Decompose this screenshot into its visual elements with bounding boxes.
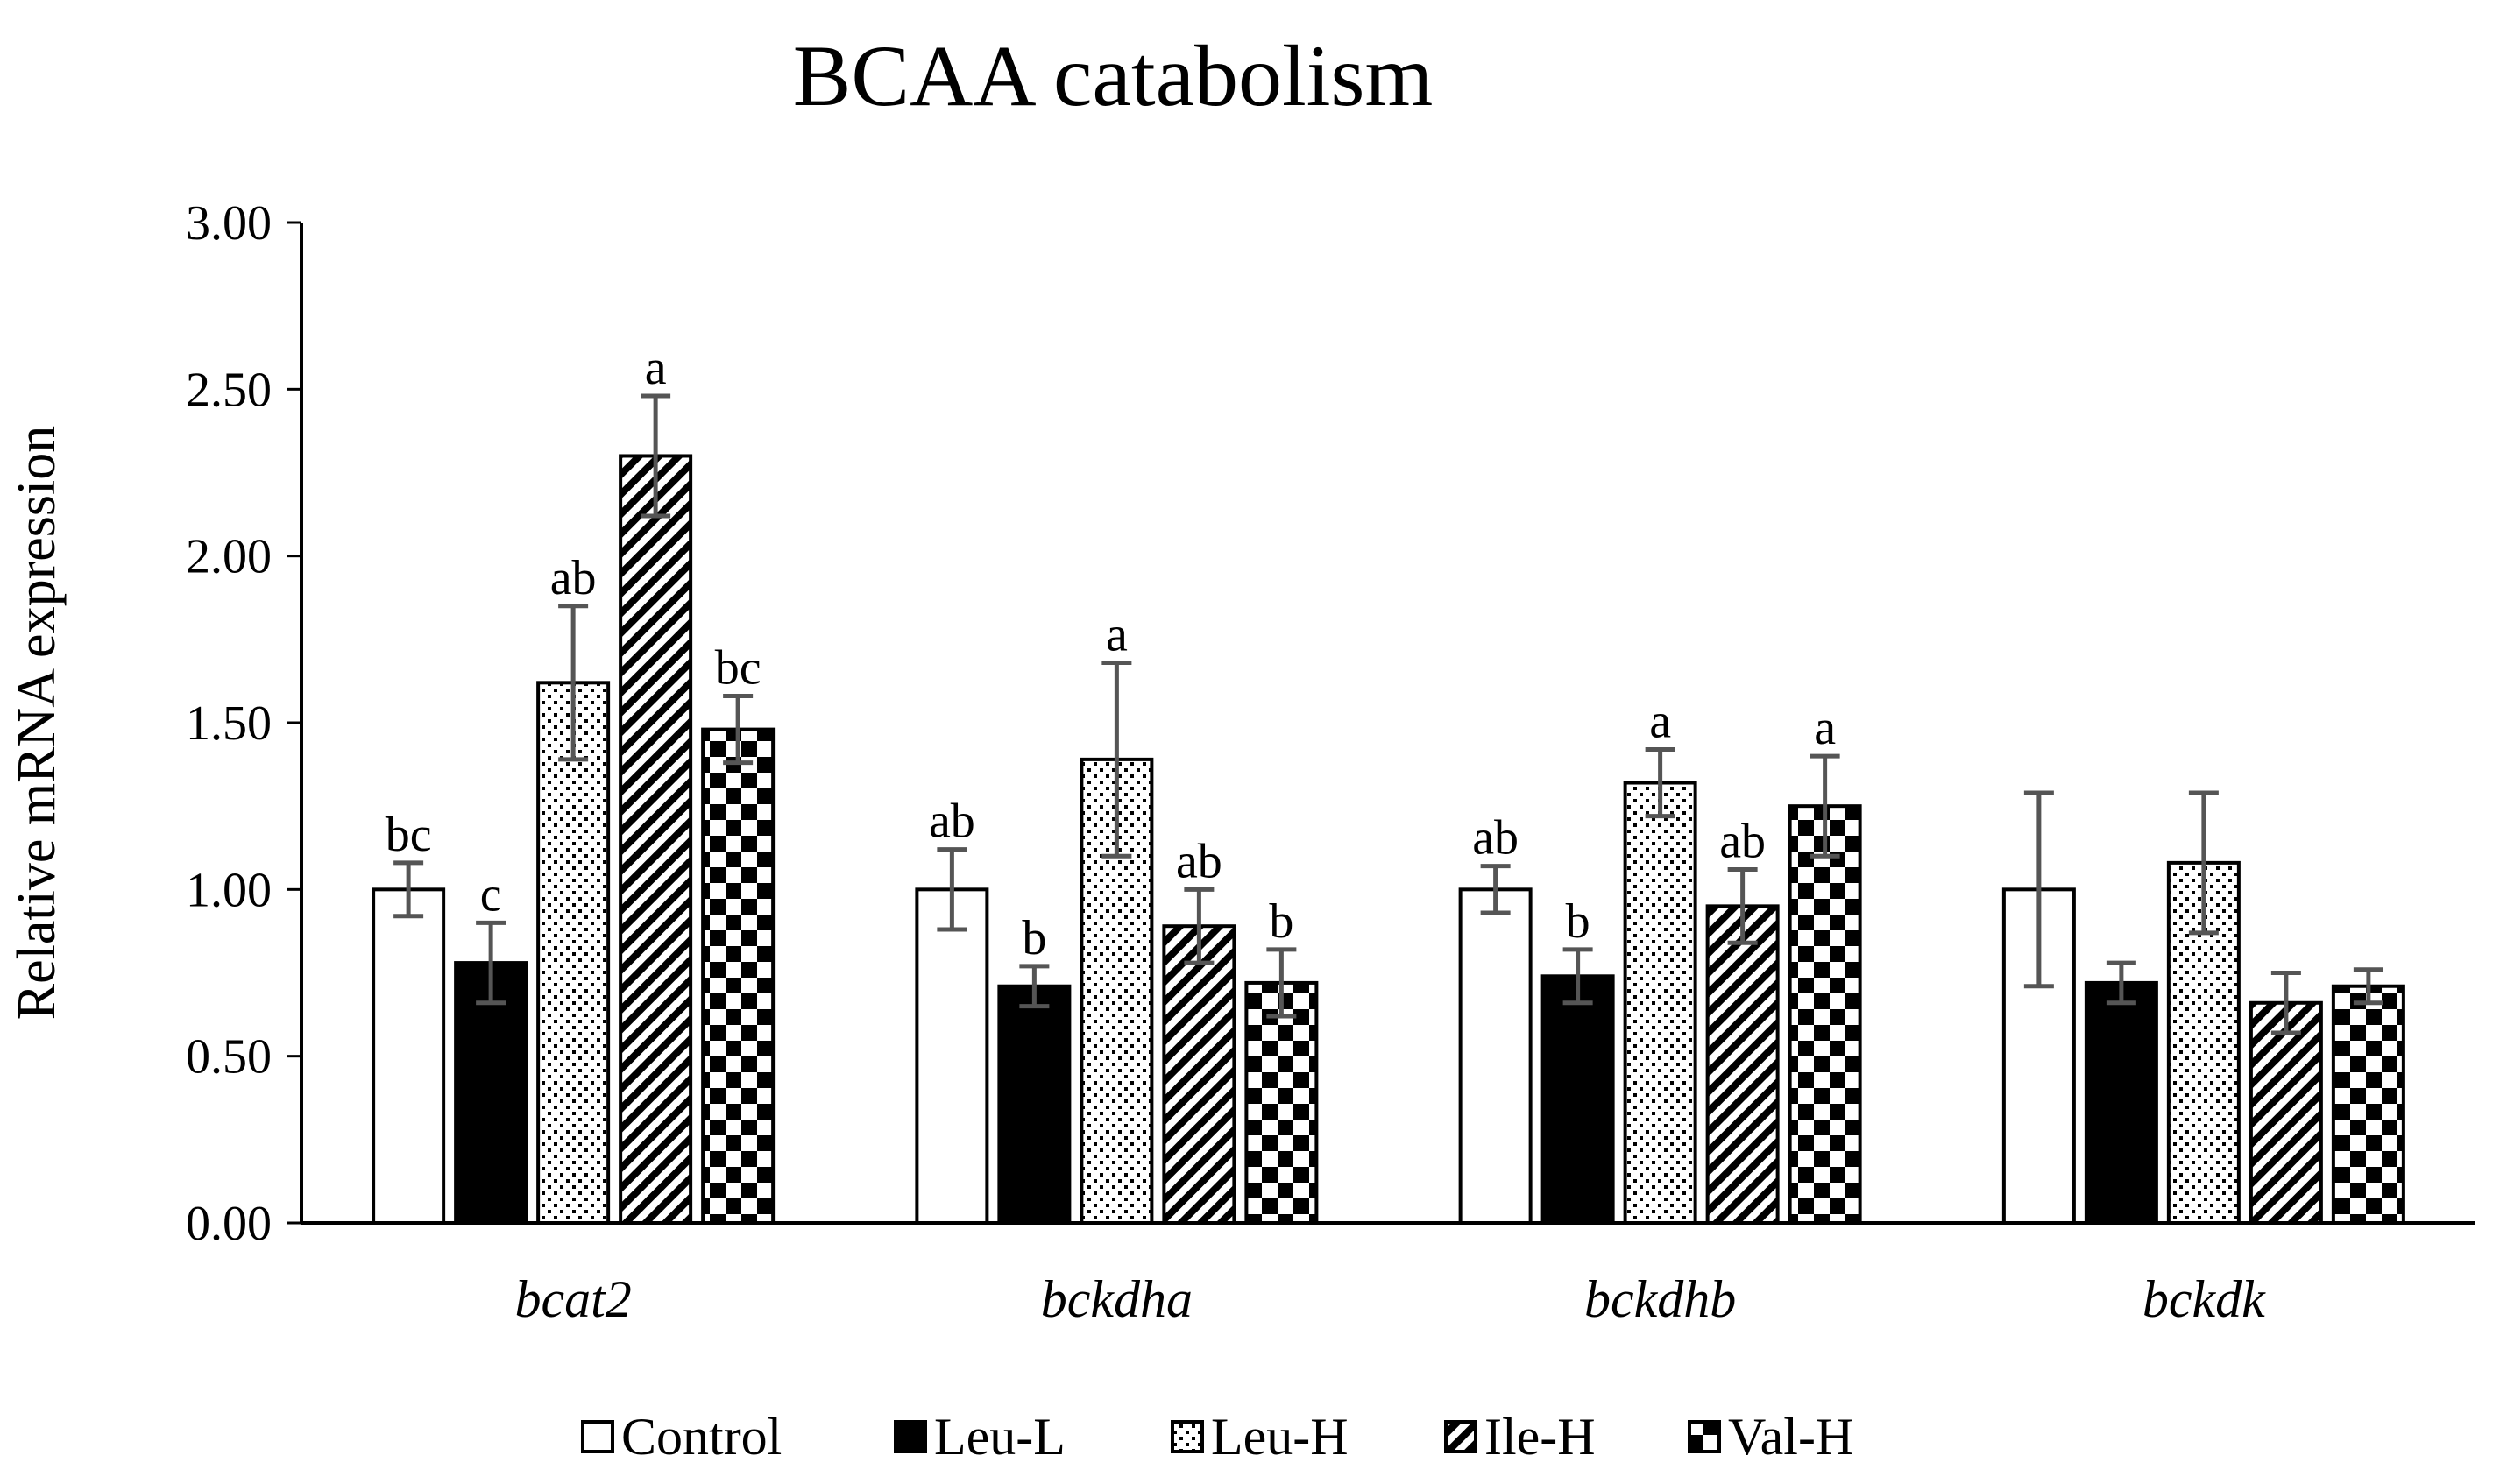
bar (701, 727, 776, 1225)
y-tick-label: 2.50 (186, 363, 272, 417)
bar (1244, 980, 1319, 1226)
significance-letter: ab (929, 795, 975, 849)
bar (915, 887, 989, 1225)
significance-letter: ab (550, 551, 597, 605)
significance-letter: bc (715, 641, 761, 696)
bar (1540, 974, 1615, 1225)
significance-letter: b (1022, 911, 1046, 965)
bar (1162, 924, 1236, 1225)
significance-letter: b (1269, 894, 1293, 949)
significance-letter: a (1106, 607, 1128, 661)
legend-label: Leu-L (934, 1408, 1066, 1466)
legend-swatch (894, 1420, 927, 1453)
legend-label: Control (621, 1408, 782, 1466)
bar (536, 681, 611, 1225)
significance-letter: a (1649, 694, 1671, 748)
significance-letter: a (1814, 701, 1836, 755)
legend-swatch (1171, 1420, 1204, 1453)
legend-label: Leu-H (1211, 1408, 1349, 1466)
chart-title: BCAA catabolism (793, 27, 1434, 124)
error-bars (393, 393, 2383, 1035)
significance-letter: ab (1176, 834, 1222, 888)
significance-letter: ab (1472, 811, 1519, 866)
category-label: bcat2 (514, 1270, 631, 1328)
bar (1788, 804, 1862, 1226)
y-tick-label: 0.50 (186, 1030, 272, 1085)
y-tick-label: 1.00 (186, 863, 272, 917)
bar (372, 887, 446, 1225)
bars (372, 454, 2405, 1226)
category-label: bckdk (2142, 1270, 2266, 1328)
bar (1623, 781, 1697, 1226)
category-label: bckdha (1041, 1270, 1193, 1328)
legend-swatch (1688, 1420, 1721, 1453)
bar (1458, 887, 1533, 1225)
significance-letter: c (480, 867, 502, 922)
bar (2331, 984, 2405, 1226)
y-axis-ticks: 0.00 0.50 1.00 1.50 2.00 2.50 3.00 (186, 196, 301, 1251)
significance-letter: b (1566, 894, 1590, 949)
x-axis-categories: bcat2 bckdha bckdhb bckdk (514, 1270, 2266, 1328)
legend-swatch (1444, 1420, 1477, 1453)
bar (2084, 980, 2158, 1226)
bar (997, 984, 1072, 1226)
significance-letter: bc (386, 808, 432, 862)
significance-letter: a (645, 341, 667, 395)
legend-label: Ile-H (1484, 1408, 1596, 1466)
legend-label: Val-H (1728, 1408, 1853, 1466)
bar (619, 454, 693, 1225)
legend-swatch (581, 1420, 614, 1453)
legend: Control Leu-L Leu-H Ile-H Val-H (581, 1408, 1853, 1466)
category-label: bckdhb (1584, 1270, 1736, 1328)
bar (2249, 1000, 2323, 1226)
y-tick-label: 3.00 (186, 196, 272, 251)
y-axis-label: Relative mRNA expression (7, 426, 67, 1020)
y-tick-label: 1.50 (186, 696, 272, 751)
bar (1705, 904, 1780, 1226)
y-tick-label: 0.00 (186, 1197, 272, 1251)
significance-letter: ab (1719, 814, 1766, 868)
y-tick-label: 2.00 (186, 530, 272, 584)
